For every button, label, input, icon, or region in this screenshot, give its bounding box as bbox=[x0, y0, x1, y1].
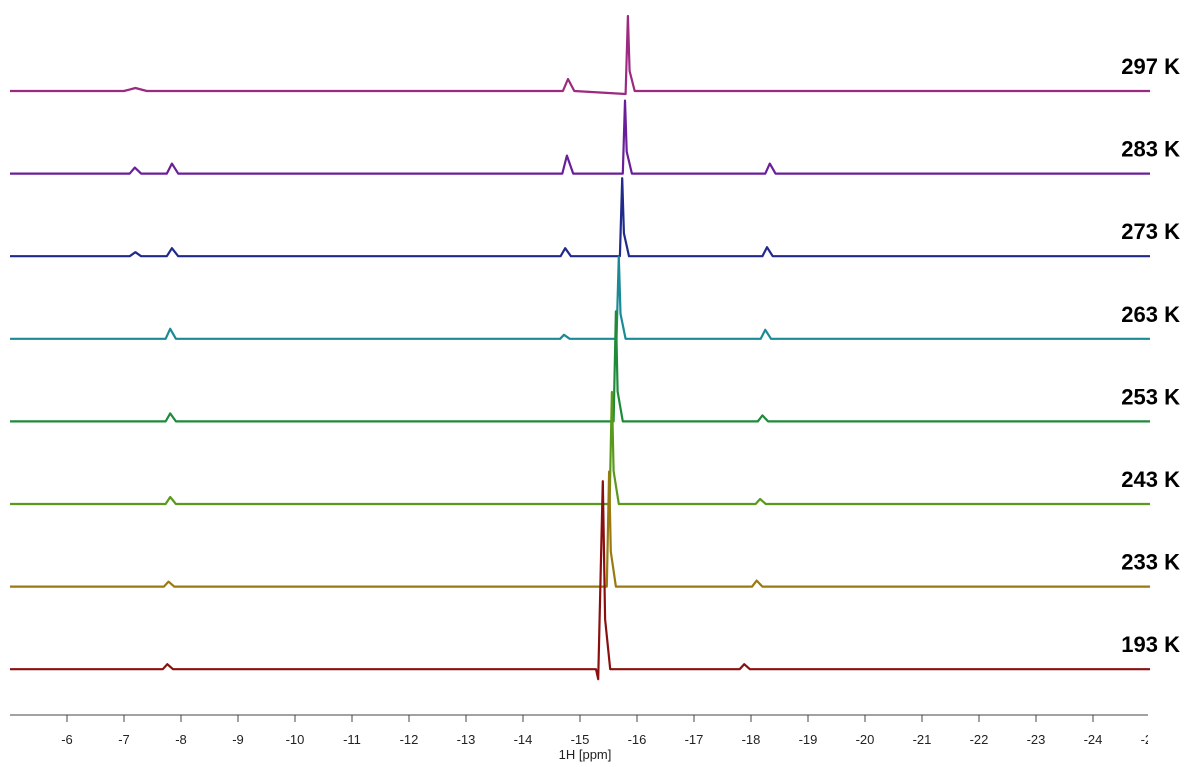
x-tick-label: -16 bbox=[628, 732, 647, 747]
x-axis: -6 -7 -8 -9 -10 -11 -12 -13 -14 -15 -16 -17 -18 -19 -2… bbox=[61, 715, 1160, 747]
series-label: 263 K bbox=[1121, 302, 1180, 327]
series-label: 243 K bbox=[1121, 467, 1180, 492]
x-tick-label: -24 bbox=[1084, 732, 1103, 747]
series-label: 253 K bbox=[1121, 384, 1180, 409]
spectrum-line bbox=[10, 14, 1150, 96]
x-tick-label: -21 bbox=[913, 732, 932, 747]
x-tick-label: -8 bbox=[175, 732, 187, 747]
spectrum-line bbox=[10, 390, 1150, 506]
series-label: 283 K bbox=[1121, 137, 1180, 162]
x-tick-label: -15 bbox=[571, 732, 590, 747]
spectrum-line bbox=[10, 177, 1150, 258]
series-label: 297 K bbox=[1121, 54, 1180, 79]
x-tick-label: -13 bbox=[457, 732, 476, 747]
spectrum-line bbox=[10, 480, 1150, 681]
x-tick-label: -22 bbox=[970, 732, 989, 747]
x-axis-label: 1H [ppm] bbox=[559, 747, 612, 762]
spectrum-line bbox=[10, 310, 1150, 423]
series-label: 193 K bbox=[1121, 632, 1180, 657]
x-tick-label: -23 bbox=[1027, 732, 1046, 747]
x-tick-label: -25 bbox=[1141, 732, 1160, 747]
x-tick-label: -9 bbox=[232, 732, 244, 747]
x-tick-label: -11 bbox=[343, 732, 361, 747]
spectrum-line bbox=[10, 470, 1150, 588]
x-tick-label: -20 bbox=[856, 732, 875, 747]
spectra: 297 K 283 K 273 K 263 K 253 K 243 K 233 K 193 K bbox=[10, 14, 1180, 681]
x-tick-label: -17 bbox=[685, 732, 704, 747]
spectrum-line bbox=[10, 99, 1150, 175]
x-tick-label: -14 bbox=[514, 732, 533, 747]
series-label: 233 K bbox=[1121, 550, 1180, 575]
series-label: 273 K bbox=[1121, 219, 1180, 244]
x-tick-label: -18 bbox=[742, 732, 761, 747]
x-tick-label: -10 bbox=[286, 732, 305, 747]
spectrum-line bbox=[10, 255, 1150, 340]
x-tick-label: -19 bbox=[799, 732, 818, 747]
x-tick-label: -6 bbox=[61, 732, 73, 747]
x-tick-label: -7 bbox=[118, 732, 130, 747]
x-tick-label: -12 bbox=[400, 732, 419, 747]
